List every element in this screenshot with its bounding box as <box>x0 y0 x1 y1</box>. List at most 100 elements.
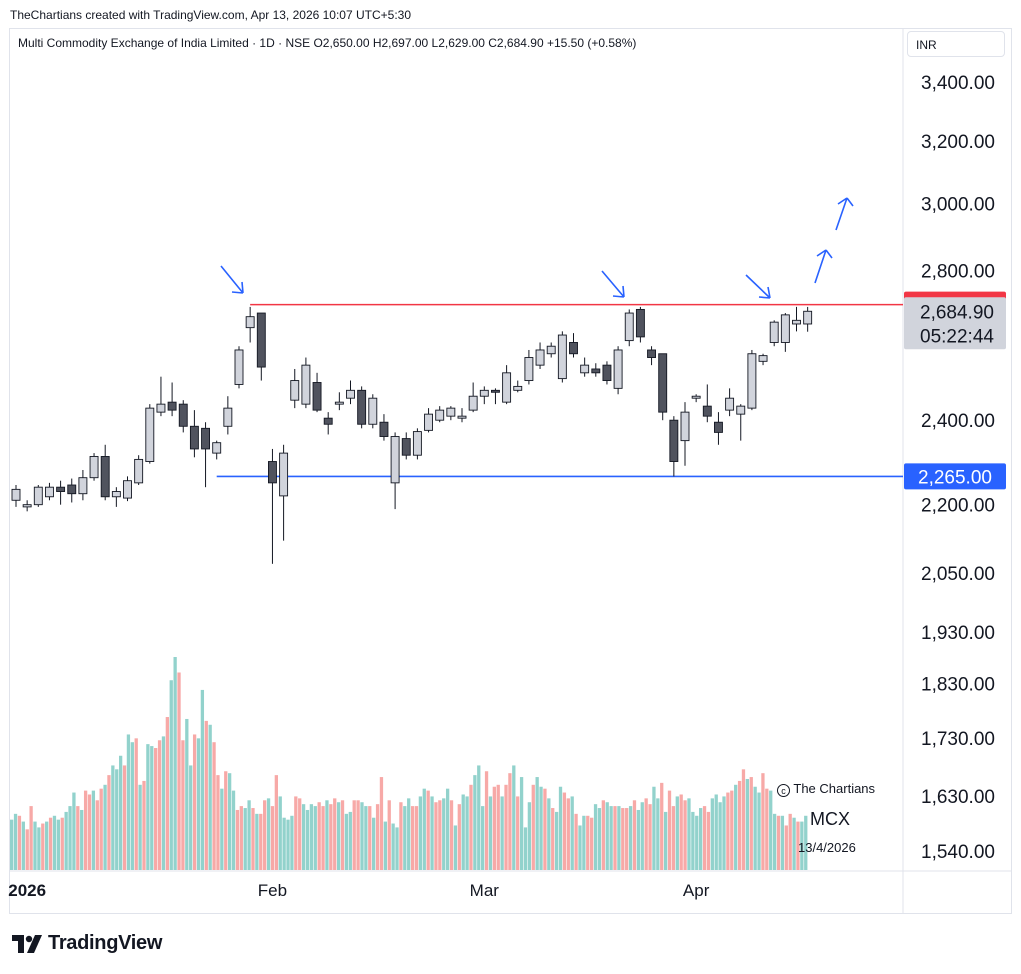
volume-bar <box>772 813 777 870</box>
volume-bar <box>741 769 746 870</box>
candle-body <box>691 395 701 399</box>
volume-bar <box>714 794 718 870</box>
volume-bar <box>17 815 22 870</box>
volume-bar <box>484 771 489 870</box>
candle-body <box>45 486 54 498</box>
volume-bar <box>142 780 146 870</box>
volume-bar <box>364 806 368 870</box>
volume-bar <box>418 796 423 870</box>
volume-bar <box>473 775 477 870</box>
volume-bar <box>294 796 298 870</box>
volume-bar <box>667 790 672 870</box>
volume-bar <box>691 811 695 870</box>
candle-body <box>769 321 779 343</box>
volume-bar <box>457 804 461 870</box>
volume-bar <box>609 806 613 870</box>
volume-bar <box>504 784 508 870</box>
volume-bar <box>204 720 208 870</box>
volume-bar <box>613 806 617 870</box>
volume-bar <box>313 806 317 870</box>
volume-bar <box>29 806 33 870</box>
time-tick-label: 2026 <box>8 881 46 900</box>
price-tick-label: 2,050.00 <box>921 564 995 585</box>
currency-selector[interactable]: INR <box>907 31 1005 57</box>
volume-bar <box>344 813 349 870</box>
volume-bar <box>41 823 45 870</box>
volume-bar <box>597 808 602 870</box>
volume-bar <box>118 755 123 870</box>
candle-body <box>546 345 556 355</box>
volume-bar <box>177 672 181 870</box>
volume-bar <box>274 775 278 870</box>
volume-bar <box>566 798 570 870</box>
volume-bar <box>266 798 271 870</box>
volume-bars <box>10 657 808 870</box>
up-arrow-icon <box>814 249 833 284</box>
volume-bar <box>95 800 99 870</box>
candle-body <box>647 349 656 358</box>
copyright-icon: c <box>777 784 790 797</box>
volume-bar <box>753 786 757 870</box>
volume-bar <box>99 788 103 870</box>
volume-bar <box>445 788 450 870</box>
volume-bar <box>796 821 800 870</box>
price-tick-label: 1,830.00 <box>921 674 995 695</box>
volume-bar <box>438 800 442 870</box>
tradingview-logo[interactable]: TradingView <box>12 932 162 955</box>
volume-bar <box>539 786 543 870</box>
candle-body <box>569 342 578 355</box>
price-tick-label: 1,540.00 <box>921 842 995 863</box>
volume-bar <box>259 813 263 870</box>
volume-bar <box>301 804 306 870</box>
volume-bar <box>45 821 49 870</box>
volume-bar <box>60 817 64 870</box>
volume-bar <box>410 806 415 870</box>
candle-body <box>435 409 445 421</box>
down-arrow-icon <box>601 270 625 298</box>
candle-body <box>346 389 355 399</box>
volume-bar <box>492 786 496 870</box>
volume-bar <box>632 800 637 870</box>
candle-body <box>123 480 132 499</box>
copyright-watermark: c The Chartians <box>777 781 875 797</box>
candle-body <box>513 385 523 391</box>
volume-bar <box>757 792 761 870</box>
volume-bar <box>189 765 193 870</box>
price-tick-label: 1,730.00 <box>921 729 995 750</box>
volume-bar <box>710 798 714 870</box>
volume-bar <box>488 796 493 870</box>
candle-body <box>580 364 590 374</box>
volume-bar <box>321 806 325 870</box>
volume-bar <box>278 796 282 870</box>
volume-bar <box>621 808 625 870</box>
annotation-arrows <box>220 197 854 299</box>
candle-body <box>747 353 757 409</box>
volume-bar <box>496 784 500 870</box>
volume-bar <box>157 740 162 870</box>
volume-bar <box>422 788 426 870</box>
volume-bar <box>348 811 352 870</box>
candle-body <box>424 413 433 431</box>
volume-bar <box>375 804 380 870</box>
volume-bar <box>247 800 251 870</box>
candle-body <box>401 438 411 456</box>
price-tick-label: 3,000.00 <box>921 195 995 216</box>
candle-body <box>178 403 188 427</box>
candle-body <box>725 397 735 411</box>
volume-bar <box>660 782 664 870</box>
volume-bar <box>325 800 329 870</box>
volume-bar <box>298 798 302 870</box>
chart-credit: TheChartians created with TradingView.co… <box>10 8 412 22</box>
volume-bar <box>570 796 574 870</box>
volume-bar <box>115 769 119 870</box>
volume-bar <box>695 815 699 870</box>
volume-bar <box>173 657 177 870</box>
volume-bar <box>336 802 341 870</box>
candle-body <box>201 427 211 450</box>
volume-bar <box>216 775 220 870</box>
volume-bar <box>640 802 644 870</box>
volume-bar <box>605 802 609 870</box>
volume-bar <box>449 800 454 870</box>
volume-bar <box>663 811 668 870</box>
